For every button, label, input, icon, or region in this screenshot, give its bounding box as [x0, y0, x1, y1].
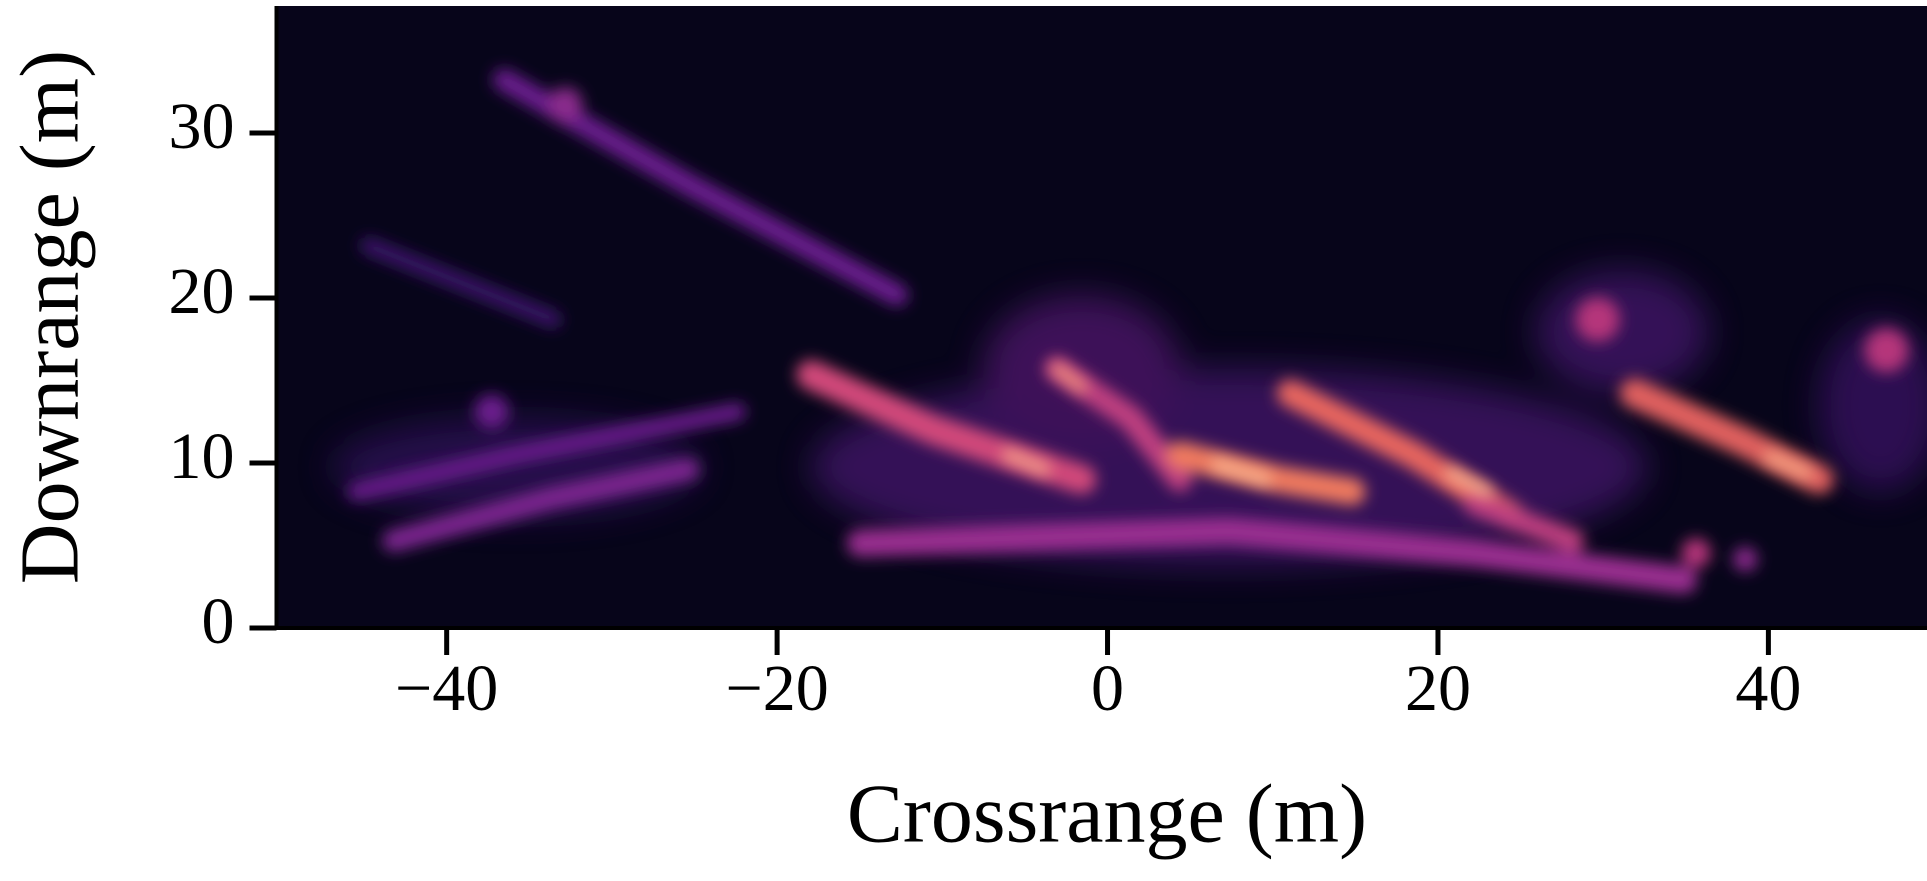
y-tick-label: 0 [202, 585, 235, 658]
y-tick-label: 30 [169, 90, 235, 163]
x-tick-label: −40 [395, 652, 498, 725]
y-axis-label: Downrange (m) [3, 50, 96, 584]
y-tick-label: 20 [169, 255, 235, 328]
radar-image [331, 68, 1927, 594]
y-tick-label: 10 [169, 420, 235, 493]
x-tick-label: 0 [1091, 652, 1124, 725]
x-tick-label: 40 [1735, 652, 1801, 725]
x-tick-label: 20 [1405, 652, 1471, 725]
x-tick-label: −20 [725, 652, 828, 725]
x-axis-label: Crossrange (m) [847, 767, 1367, 860]
axes: −40 −20 0 20 40 0 10 20 30 [169, 6, 1927, 725]
